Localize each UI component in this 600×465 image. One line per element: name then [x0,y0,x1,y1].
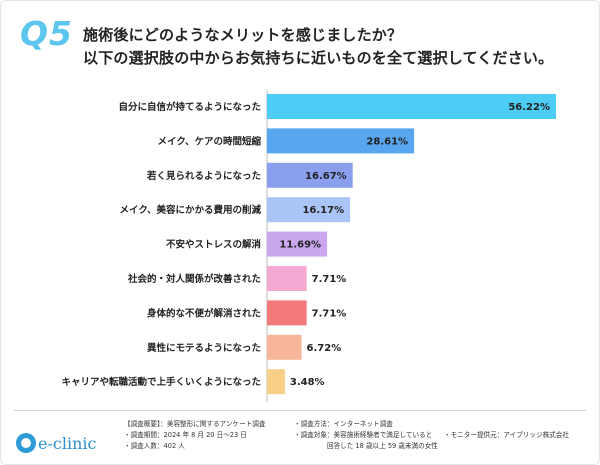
question-text-line-1: 施術後にどのようなメリットを感じましたか？ [83,26,403,44]
value-label-6: 7.71% [312,274,347,285]
category-label-8: 異性にモテるようになった [147,342,261,354]
value-label-5: 11.69% [279,240,321,251]
question-text-line-2: 以下の選択肢の中からお気持ちに近いものを全て選択してください。 [83,49,554,67]
survey-count: ・調査人数：402 人 [124,442,185,450]
category-label-2: メイク、ケアの時間短縮 [158,135,262,147]
category-label-3: 若く見られるようになった [146,170,261,182]
bar-group: 自分に自信が持てるようになった 56.22% メイク、ケアの時間短縮 28.61% 若く… [61,94,556,395]
bar-7 [267,300,307,326]
value-label-3: 16.67% [305,171,347,182]
logo-text: e-clinic [38,433,97,453]
category-label-7: 身体的な不便が解消された [147,307,261,319]
bar-8 [267,334,302,360]
category-label-6: 社会的・対人関係が改善された [127,273,261,285]
bar-2 [267,128,415,154]
bar-4 [267,197,351,223]
survey-target-line-1: ・調査対象：美容施術経験者で満足していると [294,431,433,439]
monitor-provider: ・モニター提供元：アイブリッジ株式会社 [444,431,569,439]
footer-divider [14,410,586,411]
value-label-9: 3.48% [290,377,325,388]
survey-period: ・調査期間：2024 年 8 月 20 日～23 日 [124,431,247,439]
question-badge: Q5 [20,14,74,53]
logo: e-clinic [16,431,96,455]
logo-mark-icon [16,433,36,453]
bar-3 [267,162,353,188]
value-label-1: 56.22% [508,102,550,113]
bar-9 [267,369,285,395]
value-label-8: 6.72% [307,343,342,354]
survey-method: ・調査方法：インターネット調査 [294,420,393,428]
bar-chart: 自分に自信が持てるようになった 56.22% メイク、ケアの時間短縮 28.61% 若く… [61,90,556,402]
category-label-9: キャリアや転職活動で上手くいくようになった [61,376,261,388]
bar-1 [267,94,556,119]
survey-target-line-2: 回答した 18 歳以上 59 歳未満の女性 [327,442,438,450]
survey-overview: 【調査概要】：美容整形に関するアンケート調査 [124,420,266,428]
category-label-4: メイク、美容にかかる費用の削減 [120,204,262,216]
value-label-4: 16.17% [302,205,344,216]
bar-5 [267,231,328,257]
value-label-7: 7.71% [312,308,347,319]
category-label-5: 不安やストレスの解消 [166,239,262,251]
bar-6 [267,266,307,291]
value-label-2: 28.61% [366,136,408,147]
category-label-1: 自分に自信が持てるようになった [118,101,261,113]
